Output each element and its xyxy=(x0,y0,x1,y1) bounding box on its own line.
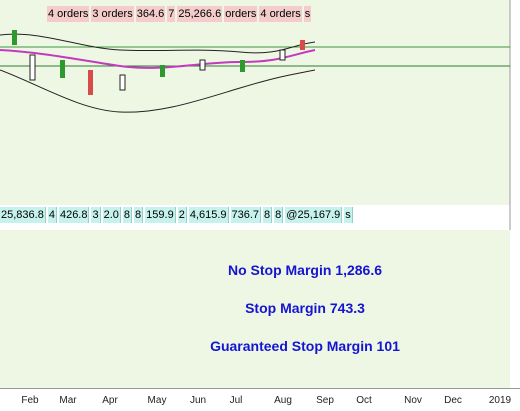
strip-value: 736.7 xyxy=(230,207,262,223)
month-label: Jul xyxy=(229,395,243,406)
x-axis xyxy=(0,388,520,389)
month-label: Feb xyxy=(21,395,39,406)
order-label: 25,266.6 xyxy=(177,6,223,22)
info-panel xyxy=(0,230,510,388)
strip-value: 8 xyxy=(274,207,284,223)
margin-text: Stop Margin 743.3 xyxy=(245,300,365,316)
strip-value: 426.8 xyxy=(58,207,90,223)
strip-value: 2.0 xyxy=(102,207,121,223)
strip-value: 4 xyxy=(47,207,57,223)
strip-value: 8 xyxy=(122,207,133,223)
strip-value: 2 xyxy=(177,207,187,223)
strip-value: 159.9 xyxy=(145,207,176,223)
month-label: May xyxy=(147,395,167,406)
order-label: 3 orders xyxy=(91,6,134,22)
month-label: Sep xyxy=(316,395,334,406)
month-label: Jun xyxy=(189,395,207,406)
price-chart xyxy=(0,0,511,230)
order-labels: 4 orders 3 orders 364.6 7 25,266.6 orders 4 or… xyxy=(47,6,313,22)
strip-value: 4,615.9 xyxy=(188,207,229,223)
month-label: Aug xyxy=(274,395,292,406)
strip-value: 8 xyxy=(134,207,144,223)
strip-value: 3 xyxy=(91,207,101,223)
month-label: Dec xyxy=(444,395,462,406)
order-label: 7 xyxy=(167,6,176,22)
order-label: orders xyxy=(224,6,258,22)
candles xyxy=(12,30,305,95)
price-panel xyxy=(0,0,510,205)
band-upper xyxy=(0,33,316,54)
month-label: Oct xyxy=(356,395,372,406)
month-label: Apr xyxy=(102,395,118,406)
strip-value: @25,167.9 xyxy=(285,207,343,223)
strip-value: s xyxy=(344,207,353,223)
order-label: 4 orders xyxy=(47,6,90,22)
month-label: Mar xyxy=(59,395,77,406)
strip-value: 8 xyxy=(263,207,273,223)
order-label: 364.6 xyxy=(135,6,166,22)
band-lower xyxy=(0,69,316,113)
value-strip: 25,836.8 4 426.8 3 2.0 8 8 159.9 2 4,615.9 736.7 8 8… xyxy=(0,207,355,223)
order-label: s xyxy=(303,6,312,22)
margin-text: No Stop Margin 1,286.6 xyxy=(227,262,383,278)
month-label: Nov xyxy=(404,395,422,406)
strip-value: 25,836.8 xyxy=(0,207,46,223)
order-label: 4 orders xyxy=(259,6,302,22)
month-label: 2019 xyxy=(488,395,512,406)
margin-text: Guaranteed Stop Margin 101 xyxy=(210,338,400,354)
